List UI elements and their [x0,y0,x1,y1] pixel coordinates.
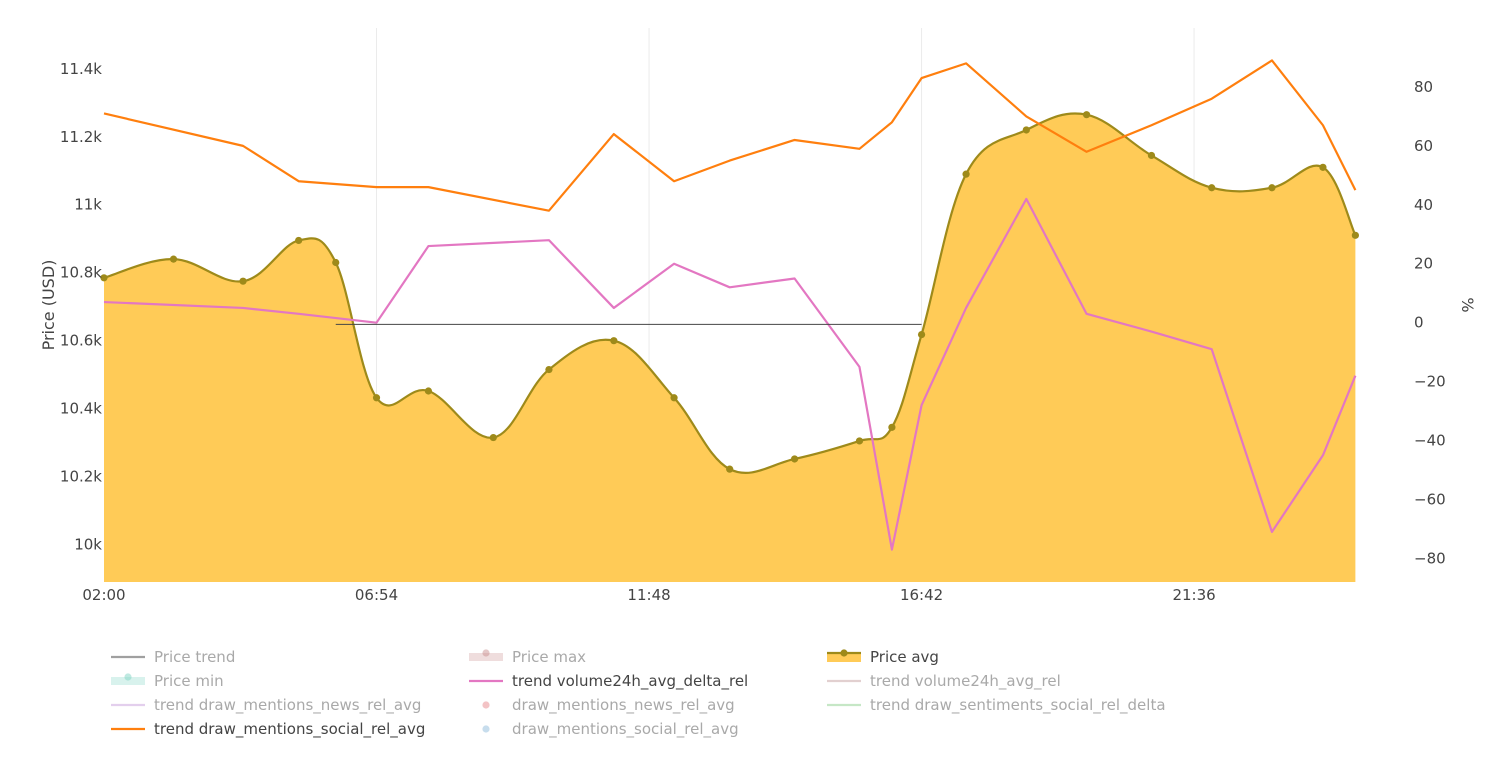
y-left-tick-label: 10.2k [60,468,102,486]
x-axis: 02:00 06:54 11:48 16:42 21:36 [82,586,1215,604]
y-axis-right-title: % [1458,297,1477,312]
legend-item-trend-volume24h-avg-rel[interactable]: trend volume24h_avg_rel [826,670,1061,692]
legend-label: draw_mentions_news_rel_avg [512,696,735,714]
y-left-tick-label: 10.4k [60,400,102,418]
y-right-tick-label: 40 [1414,196,1433,214]
trend-draw-mentions-social-rel-avg-line [103,59,1357,212]
price-avg-point [855,437,864,445]
price-avg-point [100,274,108,282]
y-right-tick-label: −60 [1414,490,1446,508]
y-right-tick-label: −80 [1414,549,1446,567]
price-avg-point [790,455,799,463]
trend-volume24h-avg-delta-rel-line [103,197,1357,551]
x-tick-label: 16:42 [900,586,943,604]
legend-swatch [827,649,861,662]
price-avg-point [1147,151,1156,160]
legend-label: Price avg [870,648,939,666]
legend-swatch [482,701,490,709]
x-tick-label: 11:48 [627,586,670,604]
legend-swatch [827,703,861,707]
price-chart: 02:00 06:54 11:48 16:42 21:36 10k10.2k10.4k1… [39,28,1477,604]
y-left-tick-label: 10.8k [60,264,102,282]
price-avg-point [1351,231,1359,239]
legend-swatch [111,673,145,685]
price-avg-point [962,170,970,178]
x-tick-label: 02:00 [82,586,125,604]
y-axis-right: −80 −60 −40 −20 0 20 40 60 80 [1414,78,1446,567]
price-avg-point [239,277,247,285]
legend-item-trend-draw-sentiments-social-rel-delta[interactable]: trend draw_sentiments_social_rel_delta [826,694,1166,716]
legend-item-price-trend[interactable]: Price trend [110,646,235,668]
legend-swatch [469,679,503,683]
y-right-tick-label: −40 [1414,432,1446,450]
legend-label: draw_mentions_social_rel_avg [512,720,739,738]
legend-label: trend draw_mentions_social_rel_avg [154,720,426,738]
price-avg-point [545,365,553,374]
price-avg-point [169,255,178,263]
price-avg-point [424,387,433,395]
legend-item-trend-draw-mentions-social-rel-avg[interactable]: trend draw_mentions_social_rel_avg [110,718,425,740]
legend-item-price-avg[interactable]: Price avg [826,646,939,668]
y-left-tick-label: 11k [74,196,102,214]
legend-label: trend draw_mentions_news_rel_avg [154,696,422,714]
price-avg-point [1268,184,1276,192]
price-avg-point [888,423,896,431]
price-avg-point [917,330,926,339]
x-tick-label: 21:36 [1172,586,1215,604]
y-left-tick-label: 10k [74,536,102,554]
price-avg-point [372,394,381,402]
price-avg-point [1208,184,1216,192]
price-avg-point [726,465,734,473]
price-avg-point [610,337,618,345]
legend-swatch [827,679,861,683]
legend-label: trend volume24h_avg_rel [870,672,1061,690]
price-avg-point [332,258,340,267]
legend-item-price-max[interactable]: Price max [468,646,586,668]
y-left-tick-label: 11.2k [60,128,102,146]
legend-label: trend draw_sentiments_social_rel_delta [870,696,1166,714]
price-avg-markers [100,111,1359,473]
price-avg-area [104,113,1356,582]
x-tick-label: 06:54 [355,586,398,604]
legend-item-draw-mentions-social-rel-avg[interactable]: draw_mentions_social_rel_avg [468,718,739,740]
price-avg-point [670,394,678,402]
legend-swatch [111,727,145,731]
legend-label: trend volume24h_avg_delta_rel [512,672,749,690]
price-avg-point [1082,111,1091,119]
legend-swatch [482,725,490,733]
y-left-tick-label: 11.4k [60,60,102,78]
y-axis-left-title: Price (USD) [39,260,58,351]
legend-swatch [469,649,503,661]
y-right-tick-label: 20 [1414,255,1433,273]
y-right-tick-label: 60 [1414,137,1433,155]
y-right-tick-label: 80 [1414,78,1433,96]
y-left-tick-label: 10.6k [60,332,102,350]
legend-swatch [111,703,145,707]
y-right-tick-label: −20 [1414,373,1446,391]
price-avg-point [295,236,303,245]
price-avg-point [489,433,497,442]
legend-label: Price max [512,648,587,666]
legend-item-price-min[interactable]: Price min [110,670,224,692]
legend-swatch [111,655,145,659]
price-avg-point [1022,126,1030,134]
legend-item-trend-volume24h-avg-delta-rel[interactable]: trend volume24h_avg_delta_rel [468,670,748,692]
y-right-tick-label: 0 [1414,314,1424,332]
legend-label: Price trend [154,648,236,666]
legend-item-trend-draw-mentions-news-rel-avg[interactable]: trend draw_mentions_news_rel_avg [110,694,421,716]
price-avg-point [1319,163,1327,171]
legend-item-draw-mentions-news-rel-avg[interactable]: draw_mentions_news_rel_avg [468,694,735,716]
legend-label: Price min [154,672,224,690]
y-axis-left: 10k 10.2k 10.4k 10.6k 10.8k 11k 11.2k 11.4k [60,60,102,554]
price-avg-fill [104,113,1356,582]
